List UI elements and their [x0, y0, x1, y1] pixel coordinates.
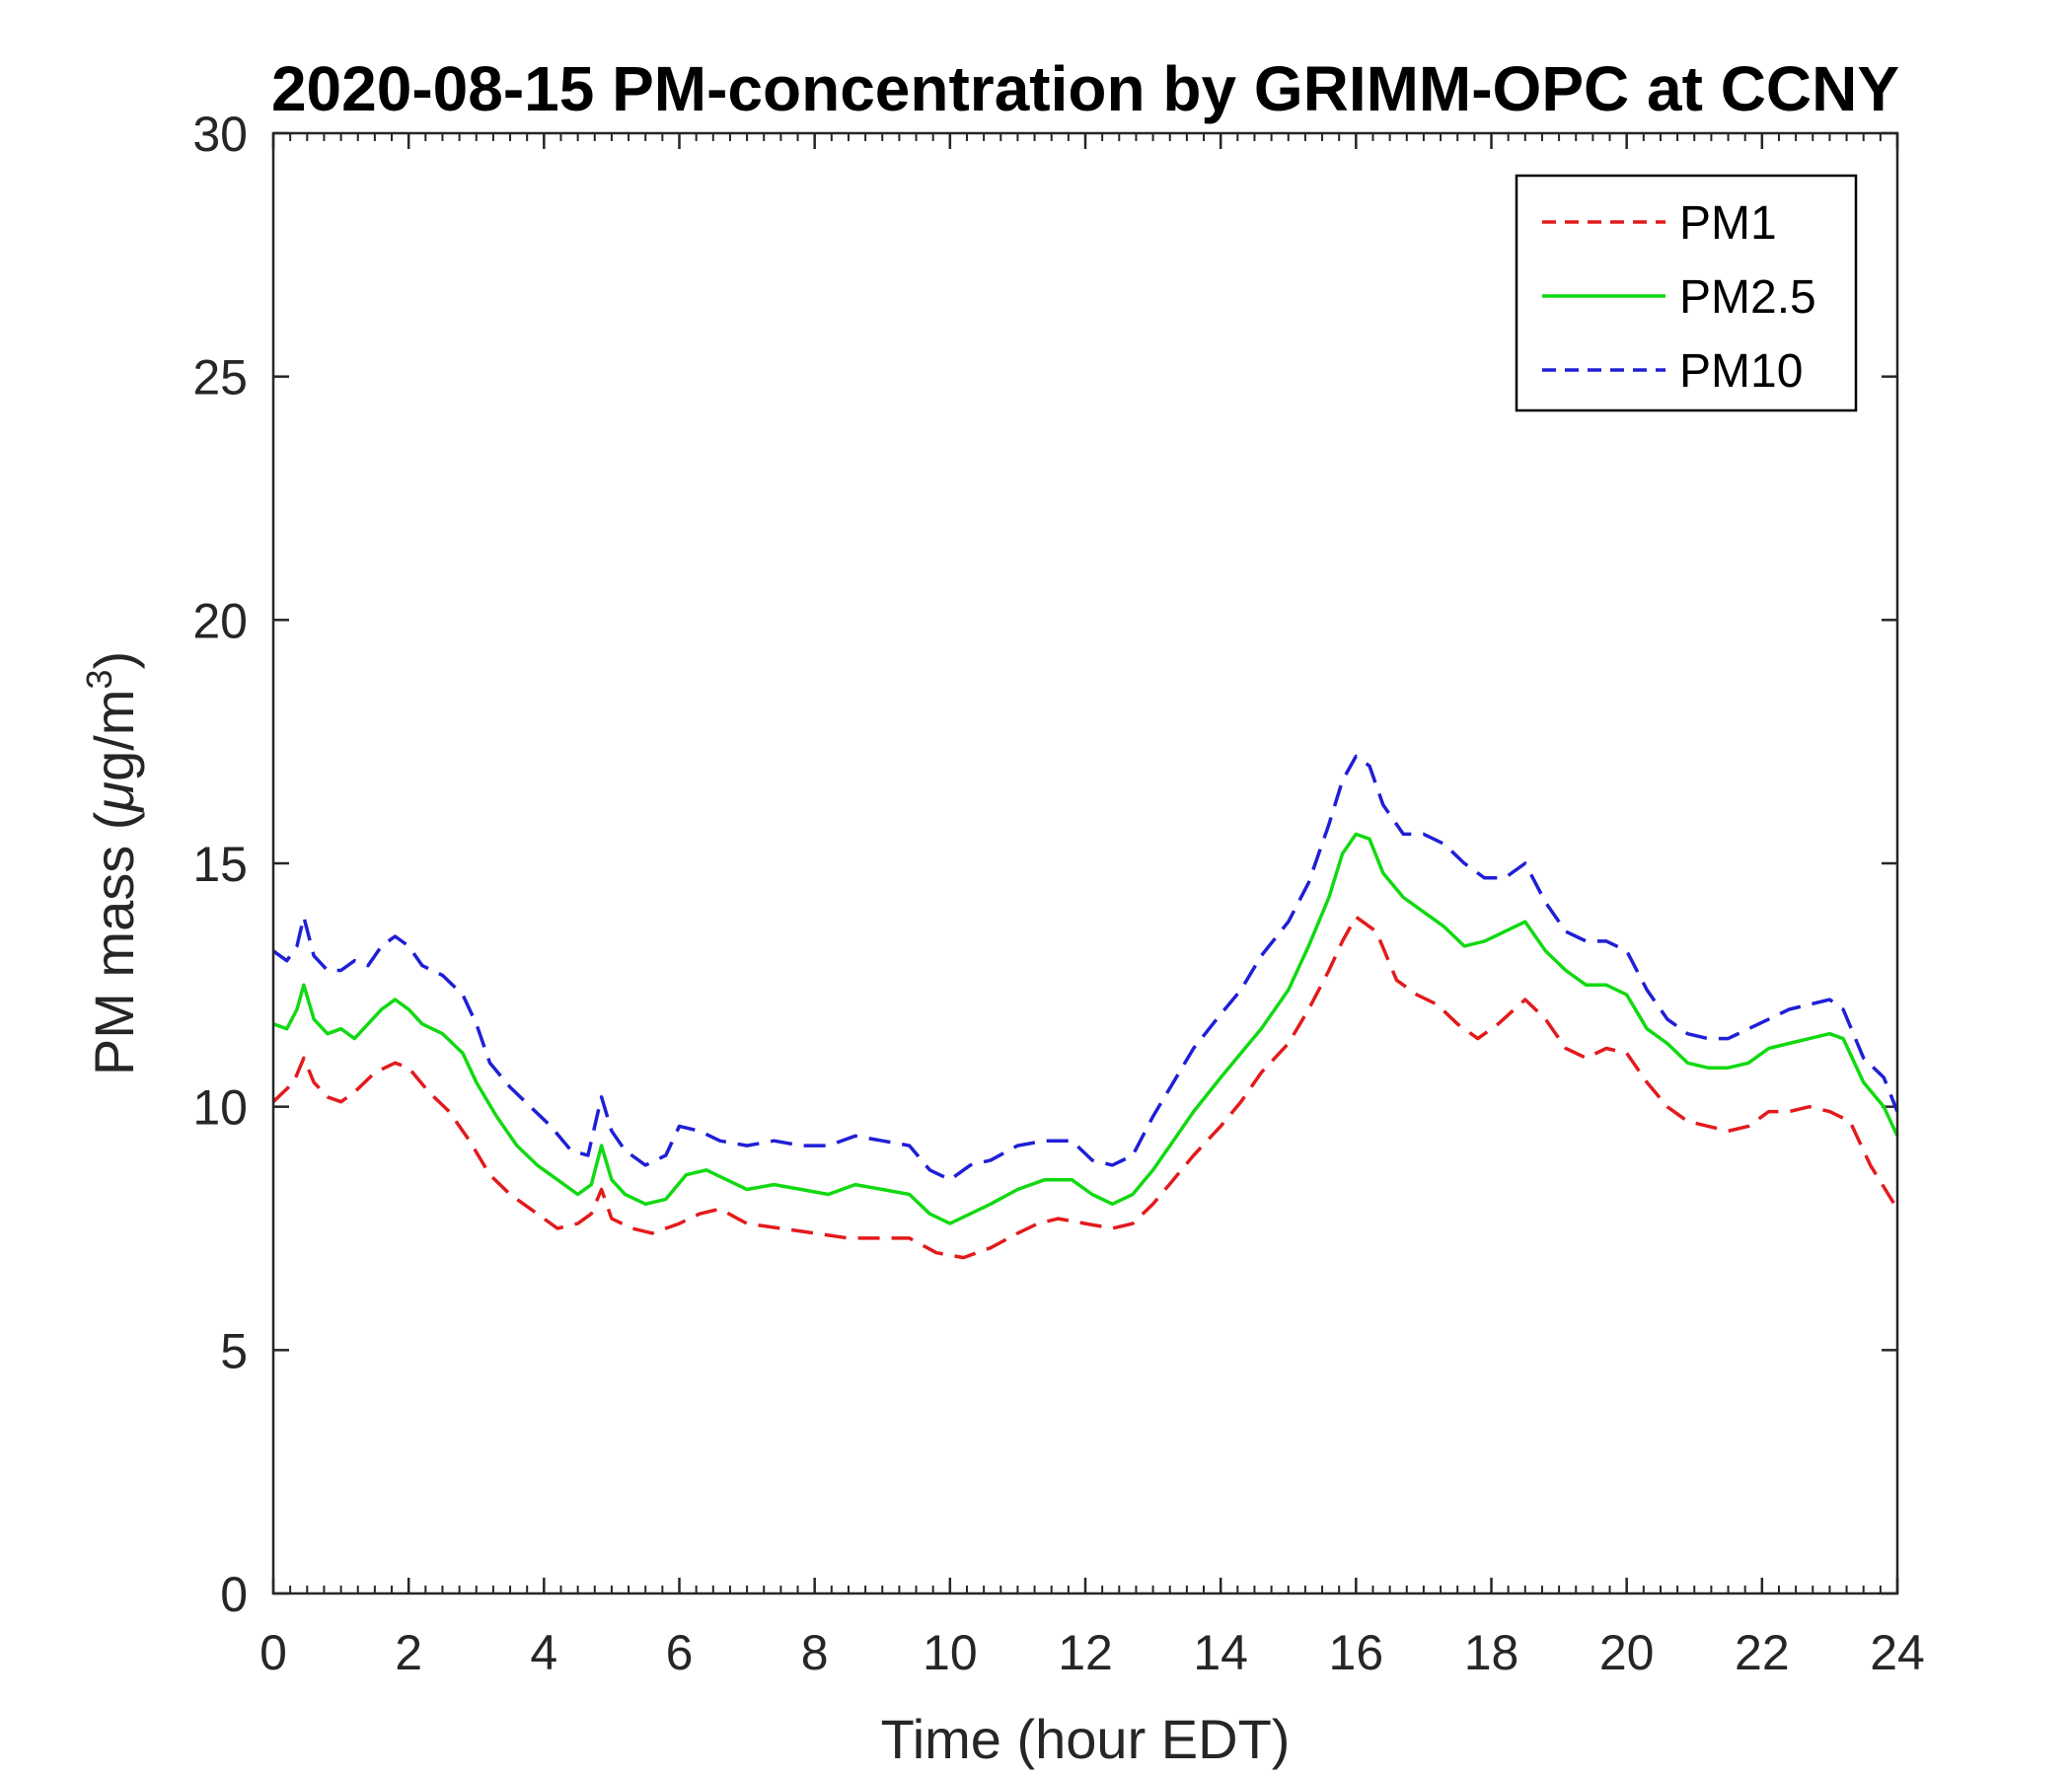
- y-tick-label: 25: [192, 350, 248, 406]
- x-tick-label: 24: [1870, 1625, 1925, 1680]
- y-tick-label: 30: [192, 107, 248, 162]
- chart-title: 2020-08-15 PM-concentration by GRIMM-OPC…: [271, 53, 1899, 124]
- x-tick-label: 2: [395, 1625, 422, 1680]
- y-axis-label-suffix: ): [83, 651, 145, 670]
- y-tick-label: 15: [192, 837, 248, 892]
- legend-entries: PM1 PM2.5 PM10: [1542, 197, 1816, 398]
- x-tick-label: 16: [1329, 1625, 1384, 1680]
- x-tick-label: 12: [1058, 1625, 1113, 1680]
- x-tick-label: 6: [666, 1625, 694, 1680]
- x-tick-label: 10: [923, 1625, 978, 1680]
- plot-frame: [271, 131, 1899, 1595]
- y-axis-label-exponent: 3: [79, 670, 119, 690]
- y-tick-label: 0: [220, 1567, 248, 1622]
- x-tick-label: 18: [1464, 1625, 1519, 1680]
- y-axis-label-prefix: PM mass (: [83, 811, 145, 1075]
- x-axis-label: Time (hour EDT): [881, 1708, 1291, 1770]
- legend-label-pm10: PM10: [1679, 345, 1803, 398]
- y-tick-label: 5: [220, 1323, 248, 1378]
- x-tick-label: 4: [530, 1625, 557, 1680]
- legend-label-pm2-5: PM2.5: [1679, 271, 1816, 324]
- x-tick-label: 8: [801, 1625, 829, 1680]
- y-axis-label-mu: μ: [83, 781, 145, 814]
- x-tick-label: 20: [1599, 1625, 1655, 1680]
- y-axis-label-unit: g/m: [83, 690, 145, 781]
- series-line-pm2-5: [272, 832, 1899, 1225]
- legend-label-pm1: PM1: [1679, 197, 1777, 250]
- y-tick-label: 10: [192, 1080, 248, 1136]
- series-line-pm1: [271, 915, 1899, 1260]
- y-axis-label: PM mass (μg/m3): [79, 651, 145, 1075]
- y-tick-label: 20: [192, 593, 248, 648]
- x-tick-label: 22: [1735, 1625, 1790, 1680]
- data-series: [271, 754, 1899, 1260]
- series-line-pm10: [271, 754, 1899, 1182]
- legend: PM1 PM2.5 PM10: [1515, 174, 1858, 412]
- x-tick-label: 0: [259, 1625, 287, 1680]
- x-tick-label: 14: [1193, 1625, 1248, 1680]
